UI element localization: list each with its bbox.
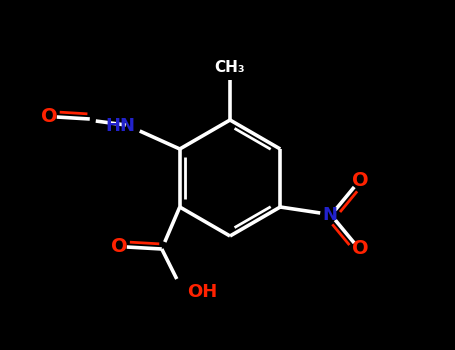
Text: O: O: [352, 239, 369, 259]
Text: CH₃: CH₃: [215, 61, 245, 76]
Text: OH: OH: [187, 283, 217, 301]
Text: N: N: [323, 206, 338, 224]
Text: O: O: [111, 238, 128, 257]
Text: O: O: [41, 107, 58, 126]
Text: HN: HN: [106, 117, 136, 135]
Text: O: O: [352, 172, 369, 190]
